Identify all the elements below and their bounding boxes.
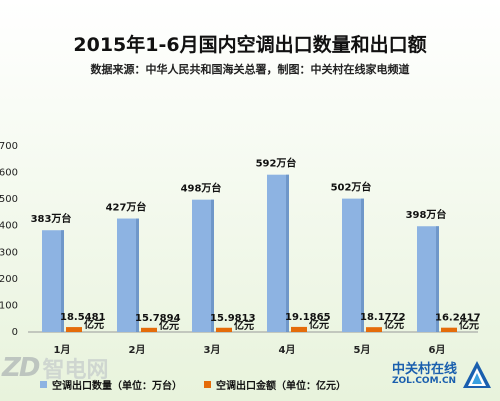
x-tick-label: 4月 <box>279 344 296 356</box>
watermark-zdnet: ZD 智电网 <box>2 352 108 384</box>
x-tick-label: 5月 <box>354 344 371 356</box>
zol-domain: ZOL.COM.CN <box>391 376 457 387</box>
bar-amount <box>216 327 232 332</box>
y-tick-label: 0 <box>12 327 18 338</box>
legend-swatch-amount <box>204 381 211 388</box>
data-label-quantity: 498万台 <box>181 182 222 195</box>
data-label-amount: 18.1772 <box>360 312 406 323</box>
zol-logo-icon <box>463 361 491 388</box>
zol-text-block: 中关村在线 ZOL.COM.CN <box>391 361 457 387</box>
bar-quantity-shade <box>136 218 139 332</box>
y-tick-label: 500 <box>0 194 18 205</box>
bar-quantity <box>192 199 214 332</box>
data-label-quantity: 592万台 <box>256 157 297 170</box>
y-tick-label: 200 <box>0 274 18 285</box>
data-label-quantity: 427万台 <box>106 201 147 214</box>
bar-amount <box>141 327 157 332</box>
bar-amount <box>66 327 82 332</box>
y-tick-label: 400 <box>0 221 18 232</box>
data-label-amount-unit: 亿元 <box>84 318 104 331</box>
x-tick-label: 2月 <box>129 344 146 356</box>
bar-quantity <box>267 174 289 332</box>
data-label-amount: 18.5481 <box>60 312 106 323</box>
chart-title: 2015年1-6月国内空调出口数量和出口额 <box>73 34 427 56</box>
legend-item-amount: 空调出口金额（单位：亿元） <box>204 377 346 392</box>
legend-label-quantity: 空调出口数量（单位：万台） <box>52 381 182 392</box>
chart-subtitle: 数据来源：中华人民共和国海关总署，制图：中关村在线家电频道 <box>90 63 410 76</box>
data-label-quantity: 383万台 <box>31 212 72 225</box>
bar-quantity-shade <box>211 199 214 332</box>
bar-quantity-shade <box>61 230 64 332</box>
legend-swatch-quantity <box>40 381 47 388</box>
data-label-amount-unit: 亿元 <box>309 318 329 331</box>
bar-amount <box>366 327 382 332</box>
y-tick-label: 600 <box>0 168 18 179</box>
bar-amount <box>291 326 307 332</box>
bar-quantity <box>117 218 139 332</box>
watermark-zol: 中关村在线 ZOL.COM.CN <box>392 360 492 390</box>
data-label-quantity: 398万台 <box>406 208 447 221</box>
bar-quantity-shade <box>436 226 439 332</box>
legend: 空调出口数量（单位：万台） 空调出口金额（单位：亿元） <box>40 377 346 392</box>
bar-quantity <box>42 230 64 332</box>
zol-name: 中关村在线 <box>391 361 457 377</box>
y-tick-label: 700 <box>0 141 18 152</box>
x-tick-label: 3月 <box>204 344 221 356</box>
data-label-quantity: 502万台 <box>331 181 372 194</box>
bar-quantity <box>342 198 364 332</box>
legend-item-quantity: 空调出口数量（单位：万台） <box>40 377 182 392</box>
y-tick-label: 300 <box>0 247 18 258</box>
data-label-amount-unit: 亿元 <box>384 318 404 331</box>
data-label-amount: 15.9813 <box>210 313 256 324</box>
watermark-zdnet-text: 智电网 <box>42 358 109 383</box>
data-label-amount: 16.2417 <box>435 313 481 324</box>
bar-quantity-shade <box>286 174 289 332</box>
bar-quantity-shade <box>361 198 364 332</box>
data-label-amount-unit: 亿元 <box>159 319 179 332</box>
bar-quantity <box>417 226 439 332</box>
x-tick-label: 1月 <box>54 344 71 356</box>
data-label-amount: 15.7894 <box>135 313 181 324</box>
watermark-zd-logo: ZD <box>2 353 40 383</box>
bar-amount <box>441 327 457 332</box>
data-label-amount-unit: 亿元 <box>234 319 254 332</box>
data-label-amount-unit: 亿元 <box>459 319 479 332</box>
x-tick-label: 6月 <box>429 344 446 356</box>
data-label-amount: 19.1865 <box>285 312 331 323</box>
y-tick-label: 100 <box>0 300 18 311</box>
legend-label-amount: 空调出口金额（单位：亿元） <box>216 381 346 392</box>
